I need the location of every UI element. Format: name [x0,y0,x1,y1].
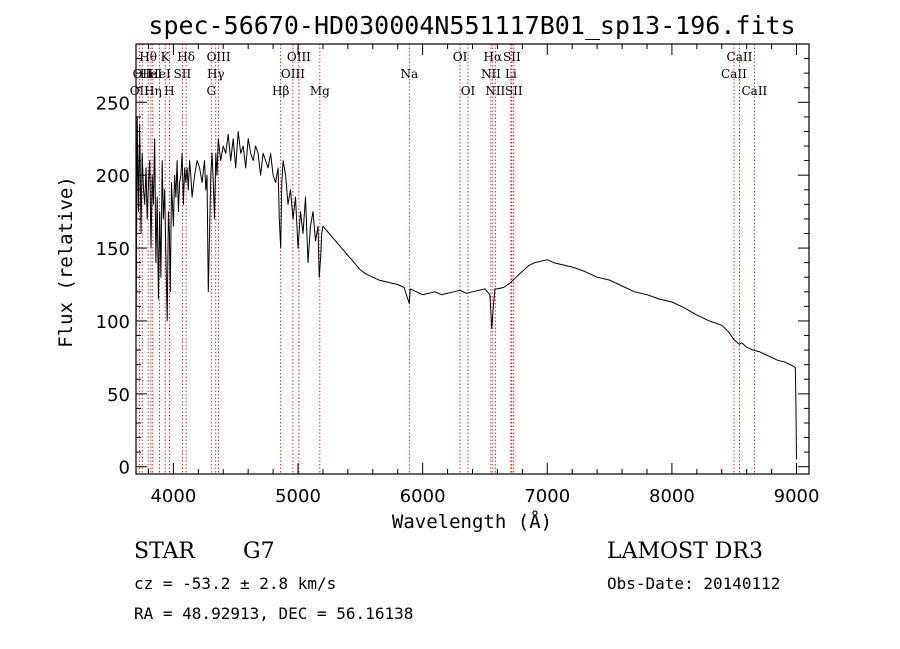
line-label-11: Hγ [207,67,225,81]
line-label-13: Hβ [272,84,289,98]
line-label-0: OII [130,84,150,98]
y-axis-label: Flux (relative) [55,176,77,348]
line-label-8: SII [174,67,192,81]
line-label-17: Na [400,67,418,81]
spectrum-line [135,116,797,460]
line-label-9: Hδ [177,50,195,64]
line-label-12: OIII [207,50,231,64]
line-label-21: Hα [484,50,503,64]
survey-name: LAMOST DR3 [607,539,763,564]
subclass: G7 [243,539,275,564]
x-tick-label-0: 4000 [150,486,196,507]
line-label-19: OI [461,84,476,98]
y-axis-ticks: 0 50 100 150 200 250 [96,58,809,479]
y-tick-label-2: 100 [96,312,130,333]
line-label-5: HeI [148,67,171,81]
coordinates: RA = 48.92913, DEC = 56.16138 [134,604,414,623]
line-label-28: CaII [741,84,767,98]
redshift-velocity: cz = -53.2 ± 2.8 km/s [134,574,337,593]
x-axis-label: Wavelength (Å) [392,510,552,533]
line-label-26: CaII [721,67,747,81]
line-label-24: SII [503,50,521,64]
line-label-14: OIII [281,67,305,81]
line-label-16: Mg [310,84,330,98]
line-label-1: OII [133,67,153,81]
line-label-2: Hθ [139,50,157,64]
y-tick-label-1: 50 [107,385,130,406]
chart-title: spec-56670-HD030004N551117B01_sp13-196.f… [148,11,795,40]
line-label-7: H [164,84,174,98]
line-label-22: NII [485,84,505,98]
x-tick-label-2: 6000 [400,486,446,507]
spectral-line-markers: OIIOIIHθHeIHηHeIKHSIIHδGHγOIIIHβOIIIOIII… [130,44,768,474]
x-tick-label-5: 9000 [774,486,820,507]
x-tick-label-1: 5000 [275,486,321,507]
line-label-25: SII [505,84,523,98]
line-label-20: NII [481,67,501,81]
y-tick-label-3: 150 [96,239,130,260]
line-label-10: G [206,84,216,98]
line-label-6: K [161,50,171,64]
line-label-27: CaII [727,50,753,64]
line-label-18: OI [453,50,468,64]
x-tick-label-4: 8000 [649,486,695,507]
plot-frame [135,43,810,475]
y-tick-label-5: 250 [96,93,130,114]
y-tick-label-4: 200 [96,166,130,187]
object-class: STAR [134,539,195,564]
y-tick-label-0: 0 [119,458,130,479]
x-axis-ticks: 4000 5000 6000 7000 8000 9000 [147,44,820,507]
line-label-15: OIII [287,50,311,64]
observation-date: Obs-Date: 20140112 [607,574,781,593]
x-tick-label-3: 7000 [524,486,570,507]
line-label-4: Hη [144,84,162,98]
line-label-23: Li [505,67,517,81]
line-label-3: HeI [140,67,163,81]
